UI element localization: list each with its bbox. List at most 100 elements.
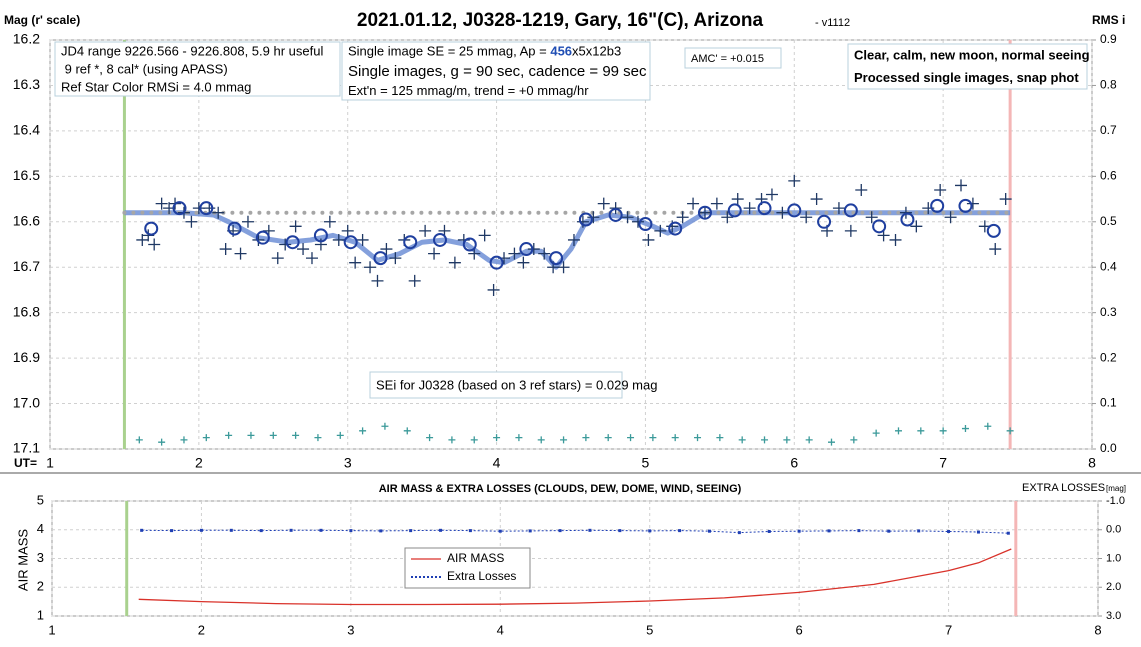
- point: [1006, 427, 1014, 435]
- point: [694, 434, 702, 442]
- annotation-text: 9 ref *, 8 cal* (using APASS): [61, 61, 228, 76]
- annotation-box: [684, 47, 782, 69]
- point: [289, 528, 293, 532]
- y-tick-label: 16.3: [13, 76, 40, 92]
- point: [687, 197, 700, 210]
- point: [527, 243, 540, 256]
- average-point: [817, 214, 832, 229]
- point: [560, 436, 568, 444]
- average-point: [608, 207, 623, 222]
- y2-tick-label: 0.6: [1100, 169, 1117, 183]
- y-tick-label: 2: [37, 579, 44, 594]
- point: [597, 197, 610, 210]
- point: [349, 529, 353, 533]
- point: [887, 529, 891, 533]
- point: [323, 215, 336, 228]
- point: [305, 252, 318, 265]
- y-axis-label: AIR MASS: [15, 529, 30, 591]
- x-tick-label: 7: [939, 455, 947, 471]
- point: [269, 431, 277, 439]
- point: [917, 427, 925, 435]
- average-point: [757, 201, 772, 216]
- average-point: [144, 221, 159, 236]
- annotation-text: Single image SE = 25 mmag, Ap = 456x5x12…: [348, 44, 621, 59]
- average-point: [462, 237, 477, 252]
- point: [800, 211, 813, 224]
- average-point: [872, 219, 887, 234]
- point: [865, 211, 878, 224]
- series-line: [138, 548, 1012, 606]
- point: [917, 529, 921, 533]
- point: [1006, 531, 1010, 535]
- point: [788, 174, 801, 187]
- point: [654, 224, 667, 237]
- y-tick-label: 16.2: [13, 31, 40, 47]
- point: [947, 529, 951, 533]
- point: [498, 529, 502, 533]
- point: [212, 206, 225, 219]
- chart-title: AIR MASS & EXTRA LOSSES (CLOUDS, DEW, DO…: [379, 483, 742, 495]
- y2-tick-label: 0.7: [1100, 123, 1117, 137]
- point: [271, 252, 284, 265]
- average-point: [578, 212, 593, 227]
- x-tick-label: 3: [347, 622, 354, 637]
- point: [229, 528, 233, 532]
- point: [676, 211, 689, 224]
- point: [966, 197, 979, 210]
- point: [247, 431, 255, 439]
- point: [649, 434, 657, 442]
- point: [252, 233, 265, 246]
- point: [140, 528, 144, 532]
- point: [185, 215, 198, 228]
- point: [738, 436, 746, 444]
- point: [707, 529, 711, 533]
- point: [721, 211, 734, 224]
- y2-tick-label: 0.0: [1106, 524, 1121, 536]
- y-tick-label: 16.9: [13, 349, 40, 365]
- point: [810, 193, 823, 206]
- average-point: [285, 235, 300, 250]
- point: [292, 431, 300, 439]
- point: [148, 238, 161, 251]
- point: [955, 179, 968, 192]
- point: [428, 247, 441, 260]
- point: [279, 238, 292, 251]
- point: [894, 427, 902, 435]
- average-point: [930, 198, 945, 213]
- point: [478, 229, 491, 242]
- y2-tick-label: -1.0: [1106, 495, 1125, 507]
- point: [409, 529, 413, 533]
- point: [389, 252, 402, 265]
- point: [379, 529, 383, 533]
- point: [487, 283, 500, 296]
- chart-subtitle: - v1112: [815, 17, 850, 29]
- y2-tick-label: 0.2: [1100, 350, 1117, 364]
- point: [558, 529, 562, 533]
- average-point: [843, 203, 858, 218]
- average-point: [519, 242, 534, 257]
- point: [515, 434, 523, 442]
- point: [855, 183, 868, 196]
- point: [508, 247, 521, 260]
- average-point: [986, 223, 1001, 238]
- point: [364, 261, 377, 274]
- x-tick-label: 3: [344, 455, 352, 471]
- point: [468, 529, 472, 533]
- y2-tick-label: 0.8: [1100, 78, 1117, 92]
- point: [426, 434, 434, 442]
- y-tick-label: 17.1: [13, 440, 40, 456]
- annotation-text-part: x5x12b3: [572, 44, 621, 59]
- point: [604, 434, 612, 442]
- point: [737, 531, 741, 535]
- y-tick-label: 5: [37, 492, 44, 507]
- annotation-text: Processed single images, snap phot: [854, 70, 1079, 85]
- point: [989, 243, 1002, 256]
- x-axis-label: UT=: [14, 456, 37, 470]
- annotation-box: [847, 43, 1088, 90]
- point: [844, 224, 857, 237]
- average-point: [433, 232, 448, 247]
- average-point: [958, 198, 973, 213]
- point: [743, 202, 756, 215]
- point: [180, 436, 188, 444]
- point: [356, 233, 369, 246]
